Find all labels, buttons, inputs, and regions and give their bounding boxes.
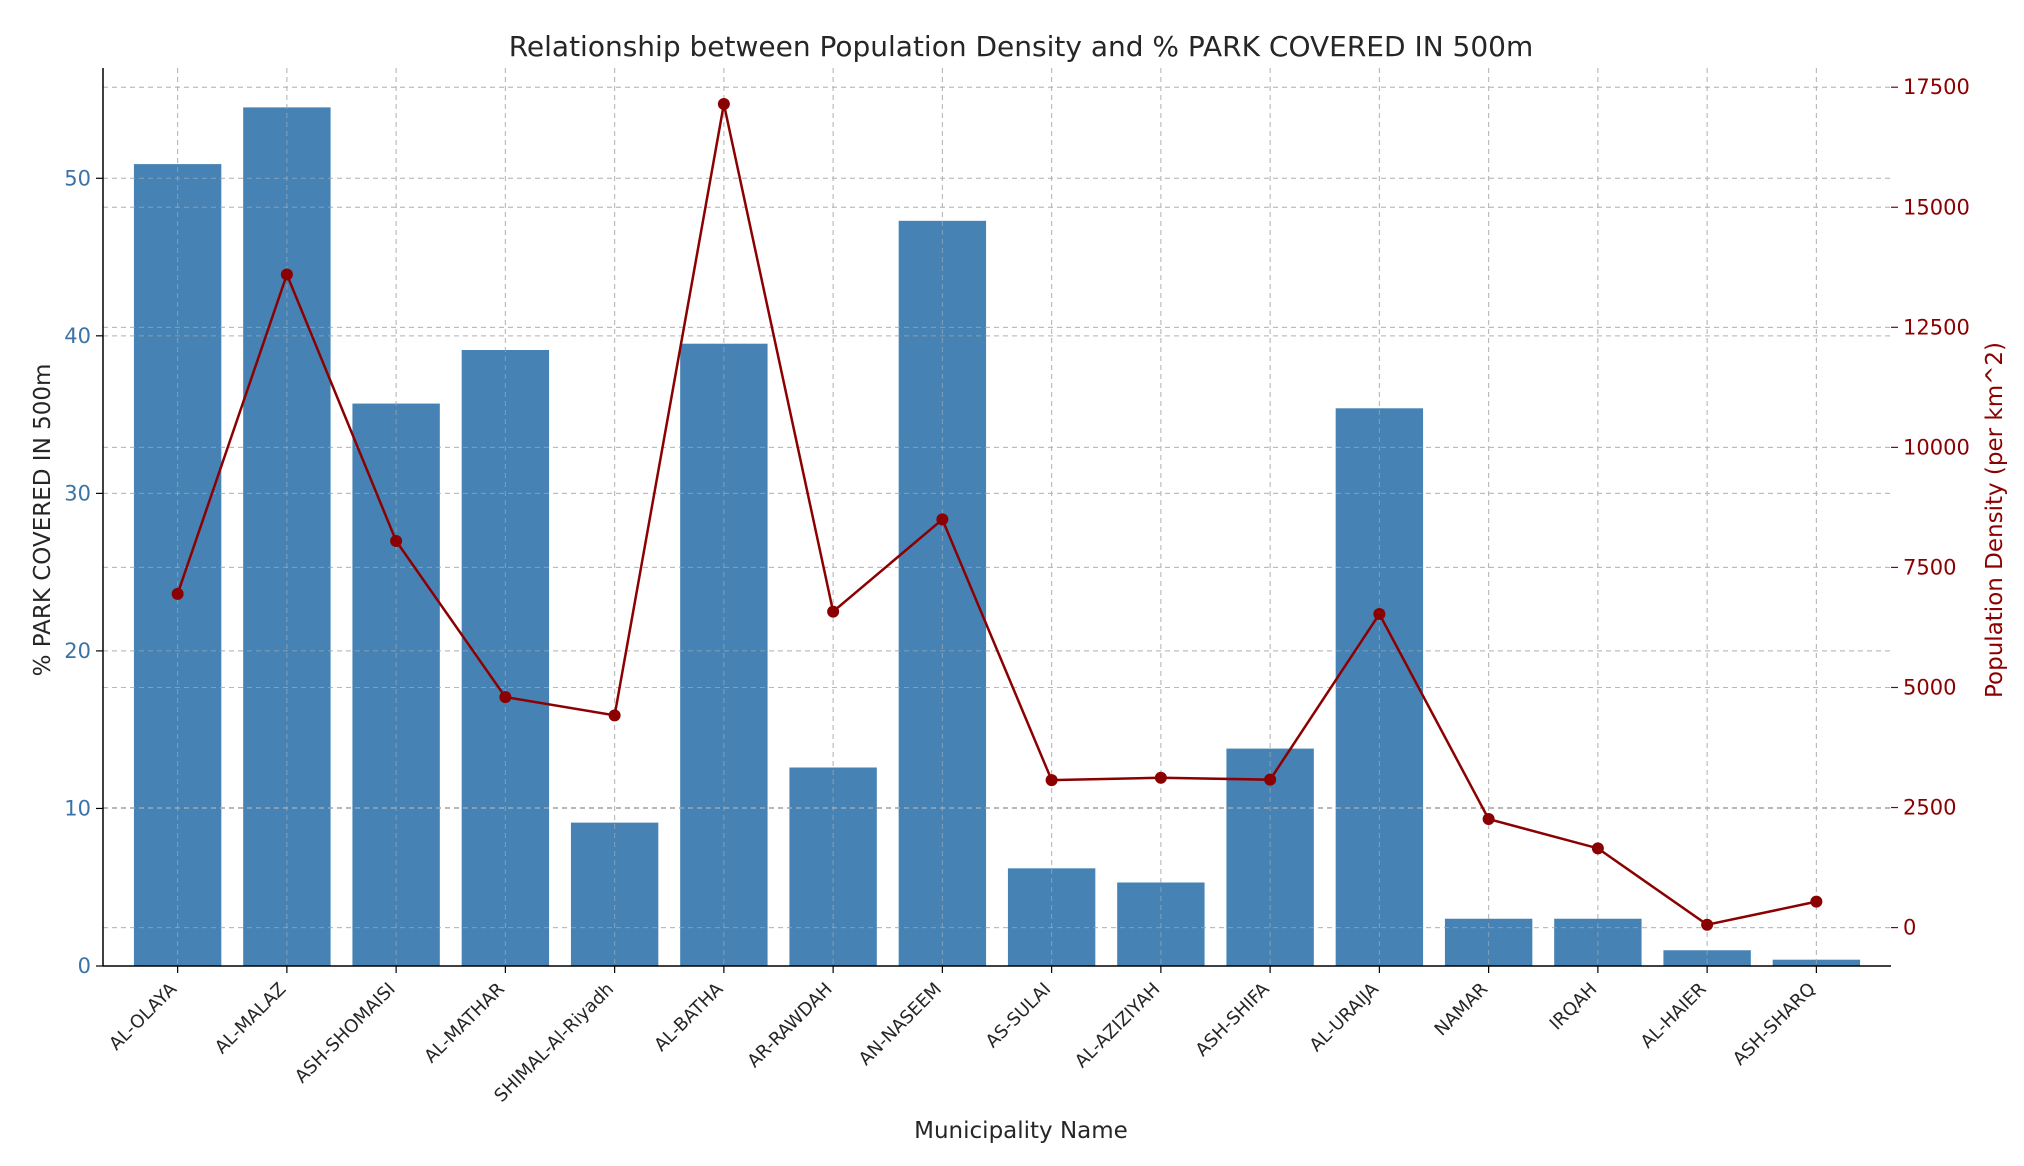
- density-point-14: [1701, 918, 1714, 931]
- x-tick-label-3: AL-MATHAR: [420, 979, 509, 1068]
- y2-axis-label: Population Density (per km^2): [1982, 342, 2008, 698]
- y-axis-label: % PARK COVERED IN 500m: [30, 364, 56, 677]
- density-point-4: [608, 709, 621, 722]
- density-point-3: [499, 691, 512, 704]
- left-tick-label-4: 40: [64, 324, 91, 348]
- density-point-6: [827, 605, 840, 618]
- density-point-12: [1482, 813, 1495, 826]
- x-tick-label-5: AL-BATHA: [650, 978, 728, 1056]
- density-line: [171, 98, 1823, 931]
- bar-14: [1663, 950, 1751, 966]
- density-point-8: [1045, 774, 1058, 787]
- x-tick-label-10: ASH-SHIFA: [1192, 978, 1275, 1061]
- bars: [103, 68, 1891, 967]
- axes: [96, 68, 1898, 973]
- right-tick-label-7: 17500: [1903, 75, 1970, 99]
- left-tick-label-1: 10: [64, 796, 91, 820]
- chart-title: Relationship between Population Density …: [509, 30, 1534, 63]
- x-tick-label-0: AL-OLAYA: [105, 978, 181, 1054]
- density-point-10: [1264, 773, 1277, 786]
- left-tick-label-5: 50: [64, 166, 91, 190]
- x-tick-label-11: AL-URAIJA: [1306, 978, 1384, 1056]
- right-tick-label-2: 5000: [1903, 675, 1956, 699]
- left-tick-label-0: 0: [78, 954, 91, 978]
- density-point-15: [1810, 895, 1823, 908]
- density-point-11: [1373, 608, 1386, 621]
- right-tick-label-0: 0: [1903, 916, 1916, 940]
- x-tick-label-4: SHIMAL-Al-Riyadh: [490, 979, 618, 1107]
- x-tick-label-8: AS-SULAI: [982, 979, 1055, 1052]
- x-tick-label-2: ASH-SHOMAISI: [291, 979, 400, 1088]
- right-tick-label-5: 12500: [1903, 315, 1970, 339]
- density-point-13: [1591, 842, 1604, 855]
- density-point-1: [280, 268, 293, 281]
- density-point-9: [1154, 771, 1167, 784]
- right-tick-label-1: 2500: [1903, 796, 1956, 820]
- left-tick-label-3: 30: [64, 481, 91, 505]
- x-tick-label-12: NAMAR: [1431, 979, 1493, 1041]
- x-axis-label: Municipality Name: [914, 1118, 1128, 1144]
- density-polyline: [176, 103, 1817, 927]
- x-tick-label-6: AR-RAWDAH: [743, 979, 836, 1072]
- right-tick-label-4: 10000: [1903, 435, 1970, 459]
- x-tick-label-14: AL-HAIER: [1637, 979, 1711, 1053]
- density-point-0: [171, 587, 184, 600]
- right-tick-label-6: 15000: [1903, 195, 1970, 219]
- x-tick-label-1: AL-MALAZ: [211, 979, 291, 1059]
- density-point-2: [390, 535, 403, 548]
- x-tick-label-13: IRQAH: [1546, 979, 1602, 1035]
- right-tick-label-3: 7500: [1903, 555, 1956, 579]
- density-point-5: [717, 98, 730, 111]
- left-tick-label-2: 20: [64, 639, 91, 663]
- density-point-7: [936, 513, 949, 526]
- x-tick-label-9: AL-AZIZIYAH: [1071, 979, 1164, 1072]
- x-tick-label-15: ASH-SHARQ: [1729, 979, 1820, 1070]
- x-tick-label-7: AN-NASEEM: [855, 979, 946, 1070]
